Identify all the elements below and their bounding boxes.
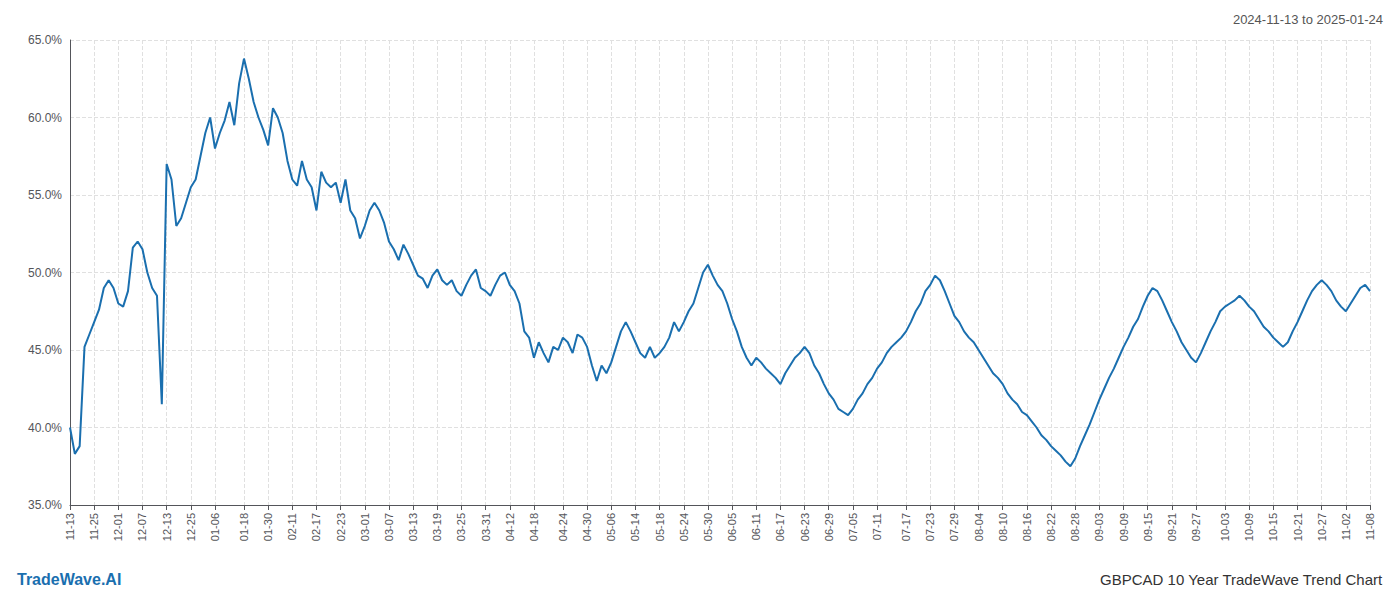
svg-text:03-01: 03-01 bbox=[359, 513, 371, 541]
svg-text:60.0%: 60.0% bbox=[28, 111, 62, 125]
svg-text:12-01: 12-01 bbox=[112, 513, 124, 541]
svg-text:06-05: 06-05 bbox=[726, 513, 738, 541]
svg-text:02-17: 02-17 bbox=[310, 513, 322, 541]
svg-text:04-24: 04-24 bbox=[557, 513, 569, 541]
svg-text:03-25: 03-25 bbox=[455, 513, 467, 541]
svg-text:65.0%: 65.0% bbox=[28, 33, 62, 47]
svg-text:03-13: 03-13 bbox=[407, 513, 419, 541]
svg-text:02-11: 02-11 bbox=[286, 513, 298, 540]
svg-text:07-05: 07-05 bbox=[847, 513, 859, 541]
svg-text:09-09: 09-09 bbox=[1118, 513, 1130, 541]
svg-text:06-17: 06-17 bbox=[774, 513, 786, 541]
svg-text:40.0%: 40.0% bbox=[28, 421, 62, 435]
svg-text:09-03: 09-03 bbox=[1093, 513, 1105, 541]
svg-text:05-06: 05-06 bbox=[605, 513, 617, 541]
svg-text:12-07: 12-07 bbox=[136, 513, 148, 541]
svg-text:07-23: 07-23 bbox=[924, 513, 936, 541]
svg-text:55.0%: 55.0% bbox=[28, 188, 62, 202]
svg-text:12-25: 12-25 bbox=[185, 513, 197, 541]
svg-text:45.0%: 45.0% bbox=[28, 343, 62, 357]
svg-text:09-15: 09-15 bbox=[1142, 513, 1154, 541]
svg-text:07-11: 07-11 bbox=[871, 513, 883, 540]
svg-text:06-23: 06-23 bbox=[799, 513, 811, 541]
svg-text:04-18: 04-18 bbox=[528, 513, 540, 541]
svg-text:08-28: 08-28 bbox=[1069, 513, 1081, 541]
svg-text:12-13: 12-13 bbox=[161, 513, 173, 541]
svg-text:11-02: 11-02 bbox=[1340, 513, 1352, 540]
svg-text:35.0%: 35.0% bbox=[28, 498, 62, 512]
svg-text:10-27: 10-27 bbox=[1316, 513, 1328, 541]
svg-text:02-23: 02-23 bbox=[335, 513, 347, 541]
svg-text:01-18: 01-18 bbox=[238, 513, 250, 541]
svg-text:05-24: 05-24 bbox=[678, 513, 690, 541]
svg-text:05-30: 05-30 bbox=[702, 513, 714, 541]
svg-text:09-21: 09-21 bbox=[1166, 513, 1178, 541]
svg-text:01-06: 01-06 bbox=[209, 513, 221, 541]
svg-text:08-10: 08-10 bbox=[997, 513, 1009, 541]
svg-text:08-22: 08-22 bbox=[1045, 513, 1057, 541]
svg-text:03-07: 03-07 bbox=[383, 513, 395, 541]
svg-text:11-08: 11-08 bbox=[1364, 513, 1376, 540]
svg-text:05-18: 05-18 bbox=[654, 513, 666, 541]
svg-text:08-16: 08-16 bbox=[1021, 513, 1033, 541]
svg-text:TradeWave.AI: TradeWave.AI bbox=[17, 571, 121, 588]
svg-text:10-09: 10-09 bbox=[1243, 513, 1255, 541]
svg-text:04-12: 04-12 bbox=[504, 513, 516, 541]
svg-text:11-13: 11-13 bbox=[64, 513, 76, 540]
svg-text:2024-11-13 to 2025-01-24: 2024-11-13 to 2025-01-24 bbox=[1233, 12, 1383, 27]
svg-text:10-03: 10-03 bbox=[1219, 513, 1231, 541]
svg-text:08-04: 08-04 bbox=[973, 513, 985, 541]
svg-text:07-29: 07-29 bbox=[948, 513, 960, 541]
svg-text:04-30: 04-30 bbox=[581, 513, 593, 541]
svg-text:10-15: 10-15 bbox=[1267, 513, 1279, 541]
svg-text:10-21: 10-21 bbox=[1292, 513, 1304, 541]
svg-text:50.0%: 50.0% bbox=[28, 266, 62, 280]
svg-text:09-27: 09-27 bbox=[1190, 513, 1202, 541]
svg-text:01-30: 01-30 bbox=[262, 513, 274, 541]
svg-text:03-31: 03-31 bbox=[480, 513, 492, 541]
svg-text:05-14: 05-14 bbox=[629, 513, 641, 541]
svg-text:GBPCAD 10 Year TradeWave Trend: GBPCAD 10 Year TradeWave Trend Chart bbox=[1100, 571, 1383, 588]
svg-text:06-11: 06-11 bbox=[750, 513, 762, 540]
svg-text:11-25: 11-25 bbox=[88, 513, 100, 540]
svg-text:06-29: 06-29 bbox=[823, 513, 835, 541]
svg-text:03-19: 03-19 bbox=[431, 513, 443, 541]
svg-text:07-17: 07-17 bbox=[900, 513, 912, 541]
